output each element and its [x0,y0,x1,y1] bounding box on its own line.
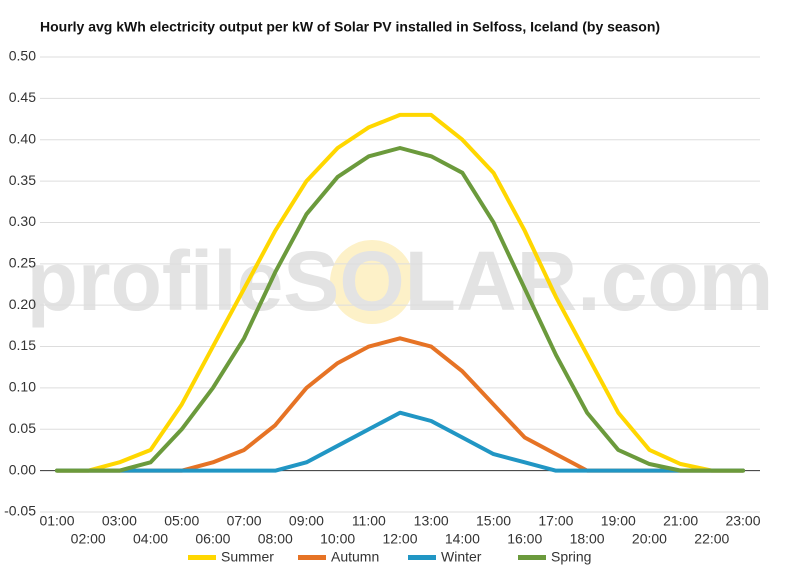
y-tick-label: 0.45 [9,89,36,105]
x-tick-label: 03:00 [102,513,137,529]
x-tick-label: 13:00 [414,513,449,529]
y-tick-label: 0.05 [9,420,36,436]
watermark-sun [330,240,414,324]
x-tick-label: 02:00 [71,531,106,547]
x-tick-label: 12:00 [382,531,417,547]
y-tick-label: 0.30 [9,213,36,229]
x-tick-label: 22:00 [694,531,729,547]
line-series [55,146,745,473]
legend-swatch [518,555,546,560]
legend-label: Summer [221,549,274,565]
y-tick-label: 0.40 [9,130,36,146]
y-tick-label: 0.00 [9,461,36,477]
x-tick-label: 06:00 [195,531,230,547]
line-series [55,410,745,473]
y-tick-label: 0.35 [9,172,36,188]
x-tick-label: 19:00 [601,513,636,529]
x-tick-label: 14:00 [445,531,480,547]
line-series [55,112,745,473]
legend-swatch [298,555,326,560]
y-tick-label: 0.15 [9,337,36,353]
y-tick-label: 0.10 [9,379,36,395]
x-tick-label: 21:00 [663,513,698,529]
x-tick-label: 15:00 [476,513,511,529]
x-tick-label: 04:00 [133,531,168,547]
y-tick-label: 0.50 [9,48,36,64]
chart-title: Hourly avg kWh electricity output per kW… [40,19,660,35]
x-tick-label: 11:00 [352,513,386,529]
x-tick-label: 18:00 [570,531,605,547]
x-tick-label: 20:00 [632,531,667,547]
x-tick-label: 23:00 [725,513,760,529]
x-tick-label: 08:00 [258,531,293,547]
x-tick-label: 09:00 [289,513,324,529]
x-tick-label: 01:00 [39,513,74,529]
y-tick-label: -0.05 [4,503,36,519]
x-tick-label: 05:00 [164,513,199,529]
watermark: profileSOLAR.com [27,234,774,328]
x-tick-label: 16:00 [507,531,542,547]
legend-label: Autumn [331,549,379,565]
x-tick-label: 17:00 [538,513,573,529]
legend-label: Spring [551,549,591,565]
y-tick-label: 0.25 [9,255,36,271]
legend-label: Winter [441,549,482,565]
x-tick-label: 10:00 [320,531,355,547]
legend-swatch [408,555,436,560]
y-tick-label: 0.20 [9,296,36,312]
legend-swatch [188,555,216,560]
x-tick-label: 07:00 [227,513,262,529]
